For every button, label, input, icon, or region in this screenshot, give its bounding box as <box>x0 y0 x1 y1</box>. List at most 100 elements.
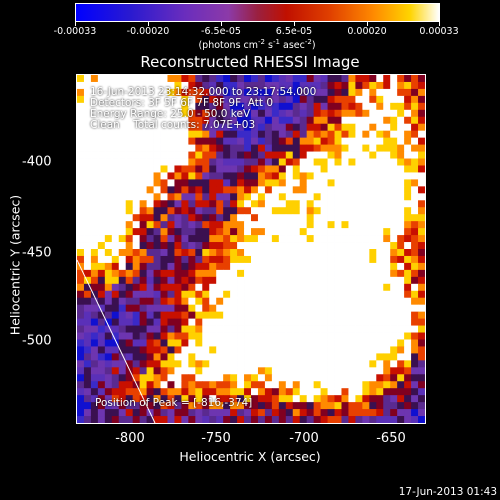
heatmap-cell <box>313 367 321 375</box>
heatmap-cell <box>83 346 92 354</box>
x-axis-label: Heliocentric X (arcsec) <box>179 449 321 464</box>
heatmap-cell <box>383 339 391 347</box>
heatmap-cell <box>132 402 141 410</box>
heatmap-cell <box>153 297 161 306</box>
heatmap-cell <box>195 207 203 215</box>
heatmap-cell <box>104 109 113 118</box>
heatmap-cell <box>327 249 335 257</box>
heatmap-cell <box>174 228 182 236</box>
heatmap-cell <box>202 186 210 194</box>
heatmap-cell <box>369 207 377 215</box>
heatmap-cell <box>125 290 134 299</box>
heatmap-cell <box>230 262 238 271</box>
heatmap-cell <box>125 416 134 423</box>
heatmap-cell <box>111 88 120 97</box>
heatmap-cell <box>292 144 301 152</box>
heatmap-cell <box>334 193 342 201</box>
heatmap-cell <box>132 123 141 132</box>
heatmap-cell <box>146 269 154 278</box>
heatmap-cell <box>418 269 425 278</box>
heatmap-cell <box>132 318 141 326</box>
heatmap-cell <box>292 95 301 104</box>
heatmap-cell <box>383 186 391 194</box>
heatmap-cell <box>320 144 328 152</box>
heatmap-cell <box>90 255 99 264</box>
heatmap-cell <box>77 179 85 187</box>
heatmap-cell <box>327 360 335 368</box>
heatmap-cell <box>77 311 85 319</box>
heatmap-cell <box>146 130 154 139</box>
heatmap-cell <box>383 409 391 417</box>
heatmap-cell <box>306 381 315 389</box>
heatmap-cell <box>362 116 370 125</box>
heatmap-cell <box>167 367 175 375</box>
heatmap-cell <box>195 200 203 208</box>
heatmap-cell <box>278 290 287 299</box>
heatmap-cell <box>320 290 328 299</box>
heatmap-cell <box>355 367 363 375</box>
heatmap-cell <box>139 151 147 159</box>
colorbar-tick <box>221 22 222 26</box>
heatmap-cell <box>418 88 425 97</box>
heatmap-cell <box>355 304 363 313</box>
heatmap-cell <box>313 255 321 264</box>
heatmap-cell <box>167 262 175 271</box>
heatmap-cell <box>383 95 391 104</box>
heatmap-cell <box>383 109 391 118</box>
heatmap-cell <box>153 409 161 417</box>
heatmap-cell <box>404 367 412 375</box>
heatmap-cell <box>209 172 217 180</box>
heatmap-cell <box>320 102 328 111</box>
heatmap-cell <box>285 367 294 375</box>
heatmap-cell <box>230 318 238 326</box>
heatmap-cell <box>195 130 203 139</box>
heatmap-cell <box>383 116 391 125</box>
heatmap-cell <box>125 304 134 313</box>
heatmap-cell <box>411 388 419 396</box>
heatmap-cell <box>77 276 85 285</box>
heatmap-cell <box>111 151 120 159</box>
heatmap-cell <box>390 102 398 111</box>
heatmap-cell <box>299 255 308 264</box>
heatmap-cell <box>237 290 245 299</box>
heatmap-cell <box>383 304 391 313</box>
heatmap-cell <box>341 235 349 243</box>
heatmap-cell <box>202 123 210 132</box>
heatmap-cell <box>132 151 141 159</box>
heatmap-cell <box>411 123 419 132</box>
heatmap-cell <box>188 255 196 264</box>
heatmap-cell <box>202 318 210 326</box>
heatmap-cell <box>404 200 412 208</box>
heatmap-cell <box>90 123 99 132</box>
heatmap-cell <box>230 109 238 118</box>
heatmap-cell <box>139 402 147 410</box>
heatmap-cell <box>216 165 224 173</box>
heatmap-cell <box>146 186 154 194</box>
heatmap-cell <box>251 130 259 139</box>
heatmap-cell <box>104 123 113 132</box>
heatmap-cell <box>188 374 196 382</box>
heatmap-cell <box>181 395 189 403</box>
heatmap-cell <box>160 144 168 152</box>
heatmap-cell <box>334 269 342 278</box>
heatmap-cell <box>216 207 224 215</box>
heatmap-cell <box>132 388 141 396</box>
heatmap-cell <box>188 339 196 347</box>
heatmap-cell <box>251 388 259 396</box>
heatmap-cell <box>244 283 252 292</box>
heatmap-cell <box>125 116 134 125</box>
heatmap-cell <box>195 102 203 111</box>
heatmap-cell <box>355 130 363 139</box>
heatmap-cell <box>83 158 92 166</box>
heatmap-cell <box>390 123 398 132</box>
heatmap-cell <box>362 179 370 187</box>
heatmap-cell <box>334 95 342 104</box>
heatmap-cell <box>397 172 405 180</box>
heatmap-cell <box>97 186 106 194</box>
heatmap-cell <box>306 353 315 361</box>
heatmap-cell <box>348 276 356 285</box>
heatmap-cell <box>278 116 287 125</box>
heatmap-cell <box>376 318 384 326</box>
heatmap-cell <box>223 416 231 423</box>
heatmap-cell <box>369 360 377 368</box>
